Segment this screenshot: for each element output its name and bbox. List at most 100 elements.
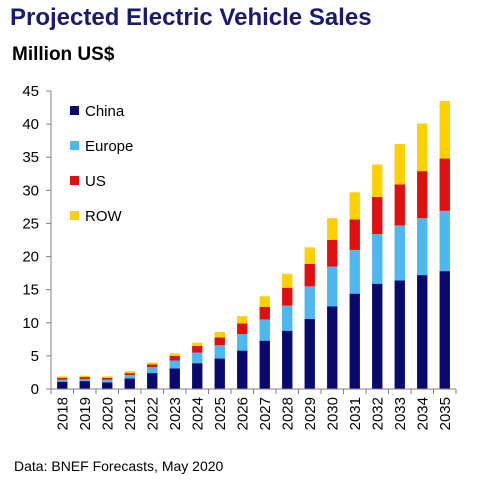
bar-segment-us xyxy=(349,219,360,250)
bar-segment-us xyxy=(439,158,450,211)
x-tick-label: 2024 xyxy=(189,397,206,430)
x-tick-label: 2030 xyxy=(324,397,341,430)
bar-segment-row xyxy=(124,371,135,374)
bar-segment-us xyxy=(214,337,225,346)
bar-segment-us xyxy=(259,306,270,320)
bar-segment-china xyxy=(349,293,360,389)
chart-subtitle: Million US$ xyxy=(12,44,115,65)
bar-segment-row xyxy=(439,100,450,159)
legend-swatch-row xyxy=(70,211,79,220)
bar-segment-us xyxy=(79,377,90,380)
bar-segment-us xyxy=(169,355,180,361)
y-tick-label: 25 xyxy=(22,215,39,232)
y-tick-label: 10 xyxy=(22,315,39,332)
bar-segment-china xyxy=(124,378,135,389)
bar-segment-us xyxy=(417,171,428,219)
x-tick-label: 2023 xyxy=(167,397,184,430)
x-tick-label: 2034 xyxy=(414,397,431,430)
bar-segment-row xyxy=(282,273,293,288)
bar-segment-china xyxy=(214,358,225,389)
bar-segment-row xyxy=(102,376,113,378)
bar-segment-us xyxy=(304,263,315,287)
legend-swatch-china xyxy=(70,106,79,115)
x-tick-label: 2025 xyxy=(212,397,229,430)
bar-segment-us xyxy=(102,377,113,380)
bar-segment-row xyxy=(304,247,315,264)
x-tick-label: 2035 xyxy=(437,397,454,430)
y-tick-label: 5 xyxy=(31,348,39,365)
bar-segment-row xyxy=(57,376,68,378)
bar-segment-europe xyxy=(304,286,315,319)
x-tick-label: 2027 xyxy=(257,397,274,430)
bar-segment-china xyxy=(259,340,270,389)
bar-segment-europe xyxy=(372,234,383,284)
bar-segment-europe xyxy=(394,225,405,281)
bar-segment-china xyxy=(169,368,180,389)
legend-swatch-europe xyxy=(70,141,79,150)
bar-segment-row xyxy=(237,316,248,324)
x-tick-label: 2026 xyxy=(234,397,251,430)
bar-segment-europe xyxy=(439,210,450,272)
bar-segment-row xyxy=(147,362,158,365)
bar-segment-europe xyxy=(282,305,293,331)
bar-segment-row xyxy=(214,332,225,338)
bar-segment-europe xyxy=(169,360,180,369)
bar-segment-europe xyxy=(147,367,158,374)
bar-segment-us xyxy=(57,377,68,380)
bar-segment-china xyxy=(372,283,383,389)
bar-segment-china xyxy=(147,373,158,389)
bar-segment-row xyxy=(327,218,338,240)
bar-segment-europe xyxy=(259,319,270,341)
x-tick-label: 2018 xyxy=(54,397,71,430)
bar-segment-row xyxy=(349,192,360,220)
y-tick-label: 35 xyxy=(22,149,39,166)
bar-segment-china xyxy=(304,318,315,389)
bar-segment-europe xyxy=(79,379,90,382)
bar-segment-europe xyxy=(214,345,225,359)
x-tick-label: 2019 xyxy=(77,397,94,430)
bar-segment-us xyxy=(192,345,203,353)
bar-segment-row xyxy=(259,296,270,307)
bar-segment-row xyxy=(169,353,180,356)
y-tick-label: 45 xyxy=(22,83,39,100)
bar-segment-china xyxy=(102,382,113,389)
x-tick-label: 2031 xyxy=(347,397,364,430)
x-tick-label: 2028 xyxy=(279,397,296,430)
y-tick-label: 30 xyxy=(22,182,39,199)
bar-segment-row xyxy=(192,342,203,346)
bar-segment-us xyxy=(124,373,135,376)
bar-segment-europe xyxy=(327,266,338,307)
bar-segment-us xyxy=(237,323,248,335)
x-tick-label: 2029 xyxy=(302,397,319,430)
bar-segment-china xyxy=(327,306,338,389)
bar-segment-us xyxy=(147,364,158,368)
bar-segment-row xyxy=(372,164,383,197)
bar-segment-china xyxy=(57,381,68,389)
bar-segment-us xyxy=(394,184,405,226)
bar-segment-us xyxy=(282,287,293,306)
bar-segment-china xyxy=(237,350,248,389)
bar-segment-row xyxy=(394,143,405,185)
bar-segment-europe xyxy=(349,249,360,294)
bar-segment-europe xyxy=(237,334,248,351)
bar-segment-china xyxy=(79,381,90,389)
source-note: Data: BNEF Forecasts, May 2020 xyxy=(14,458,224,474)
bar-segment-china xyxy=(439,271,450,389)
chart-title: Projected Electric Vehicle Sales xyxy=(10,4,372,31)
bar-segment-europe xyxy=(57,379,68,382)
y-tick-label: 20 xyxy=(22,249,39,266)
bar-segment-china xyxy=(192,363,203,389)
bar-segment-us xyxy=(372,196,383,235)
legend-label-us: US xyxy=(85,173,106,190)
bar-segment-us xyxy=(327,240,338,267)
bar-segment-europe xyxy=(124,375,135,379)
chart-legend: China Europe US ROW xyxy=(70,103,133,225)
legend-label-row: ROW xyxy=(85,208,123,225)
x-tick-label: 2020 xyxy=(99,397,116,430)
bar-segment-row xyxy=(417,123,428,172)
legend-swatch-us xyxy=(70,176,79,185)
bar-segment-europe xyxy=(102,379,113,383)
bar-segment-europe xyxy=(417,218,428,276)
